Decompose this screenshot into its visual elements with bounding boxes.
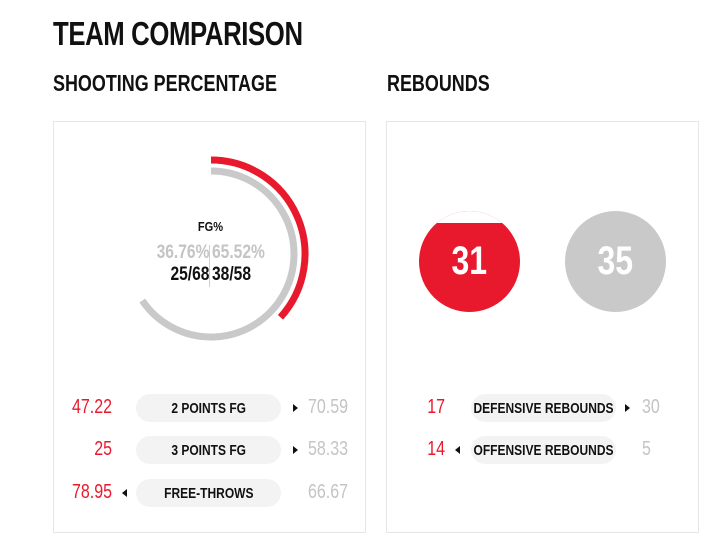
fg-away-column: 65.52% 38/58 <box>212 242 265 286</box>
fg-home-percentage: 36.76% <box>156 242 209 263</box>
home-value: 47.22 <box>71 396 112 418</box>
triangle-left-icon <box>122 489 127 497</box>
triangle-right-icon <box>625 404 630 412</box>
home-rebounds-total: 31 <box>451 239 488 283</box>
stat-label-pill: OFFENSIVE REBOUNDS <box>471 436 616 464</box>
triangle-left-icon <box>455 446 460 454</box>
rebounds-card: 31 35 17 DEFENSIVE REBOUNDS 30 14 OFFENS… <box>386 121 699 533</box>
stat-label-pill: 3 POINTS FG <box>136 436 281 464</box>
fg-away-made: 38/58 <box>212 264 251 285</box>
fg-label: FG% <box>197 219 224 234</box>
home-value: 14 <box>427 438 445 460</box>
away-value: 58.33 <box>308 438 349 460</box>
home-value: 25 <box>94 438 112 460</box>
away-value: 30 <box>642 396 660 418</box>
stat-label-pill: DEFENSIVE REBOUNDS <box>471 394 616 422</box>
stat-row-offensive: 14 OFFENSIVE REBOUNDS 5 <box>387 436 700 466</box>
circle-cap <box>419 211 520 223</box>
away-value: 5 <box>642 438 651 460</box>
stat-label: DEFENSIVE REBOUNDS <box>473 399 614 417</box>
stat-row-ft: 78.95 FREE-THROWS 66.67 <box>54 479 367 509</box>
triangle-right-icon <box>293 446 298 454</box>
stat-label-pill: FREE-THROWS <box>136 479 281 507</box>
away-value: 70.59 <box>308 396 349 418</box>
triangle-right-icon <box>293 404 298 412</box>
stat-label-pill: 2 POINTS FG <box>136 394 281 422</box>
stat-label: 3 POINTS FG <box>171 441 246 459</box>
home-rebounds-circle: 31 <box>419 211 520 312</box>
stat-label: OFFENSIVE REBOUNDS <box>473 441 614 459</box>
stat-label: FREE-THROWS <box>163 484 254 502</box>
stat-row-3pt: 25 3 POINTS FG 58.33 <box>54 436 367 466</box>
fg-ring-away-arc <box>139 167 298 341</box>
fg-ring-chart: FG% 36.76% 25/68 65.52% 38/58 <box>54 122 367 382</box>
page-title: TEAM COMPARISON <box>53 15 303 52</box>
fg-home-column: 36.76% 25/68 <box>156 242 209 286</box>
fg-home-made: 25/68 <box>170 264 209 285</box>
rebounds-section-title: REBOUNDS <box>387 70 490 96</box>
stat-row-defensive: 17 DEFENSIVE REBOUNDS 30 <box>387 394 700 424</box>
shooting-section-title: SHOOTING PERCENTAGE <box>53 70 277 96</box>
stat-row-2pt: 47.22 2 POINTS FG 70.59 <box>54 394 367 424</box>
shooting-card: FG% 36.76% 25/68 65.52% 38/58 47.22 2 PO… <box>53 121 366 533</box>
away-rebounds-total: 35 <box>597 239 634 283</box>
fg-away-percentage: 65.52% <box>212 242 265 263</box>
away-value: 66.67 <box>308 481 349 503</box>
stat-label: 2 POINTS FG <box>171 399 246 417</box>
away-rebounds-circle: 35 <box>565 211 666 312</box>
fg-ring-svg <box>139 156 309 341</box>
fg-divider <box>209 245 210 287</box>
home-value: 78.95 <box>71 481 112 503</box>
fg-ring-home-arc <box>210 156 309 320</box>
home-value: 17 <box>427 396 445 418</box>
fg-values: 36.76% 25/68 65.52% 38/58 <box>54 242 367 292</box>
